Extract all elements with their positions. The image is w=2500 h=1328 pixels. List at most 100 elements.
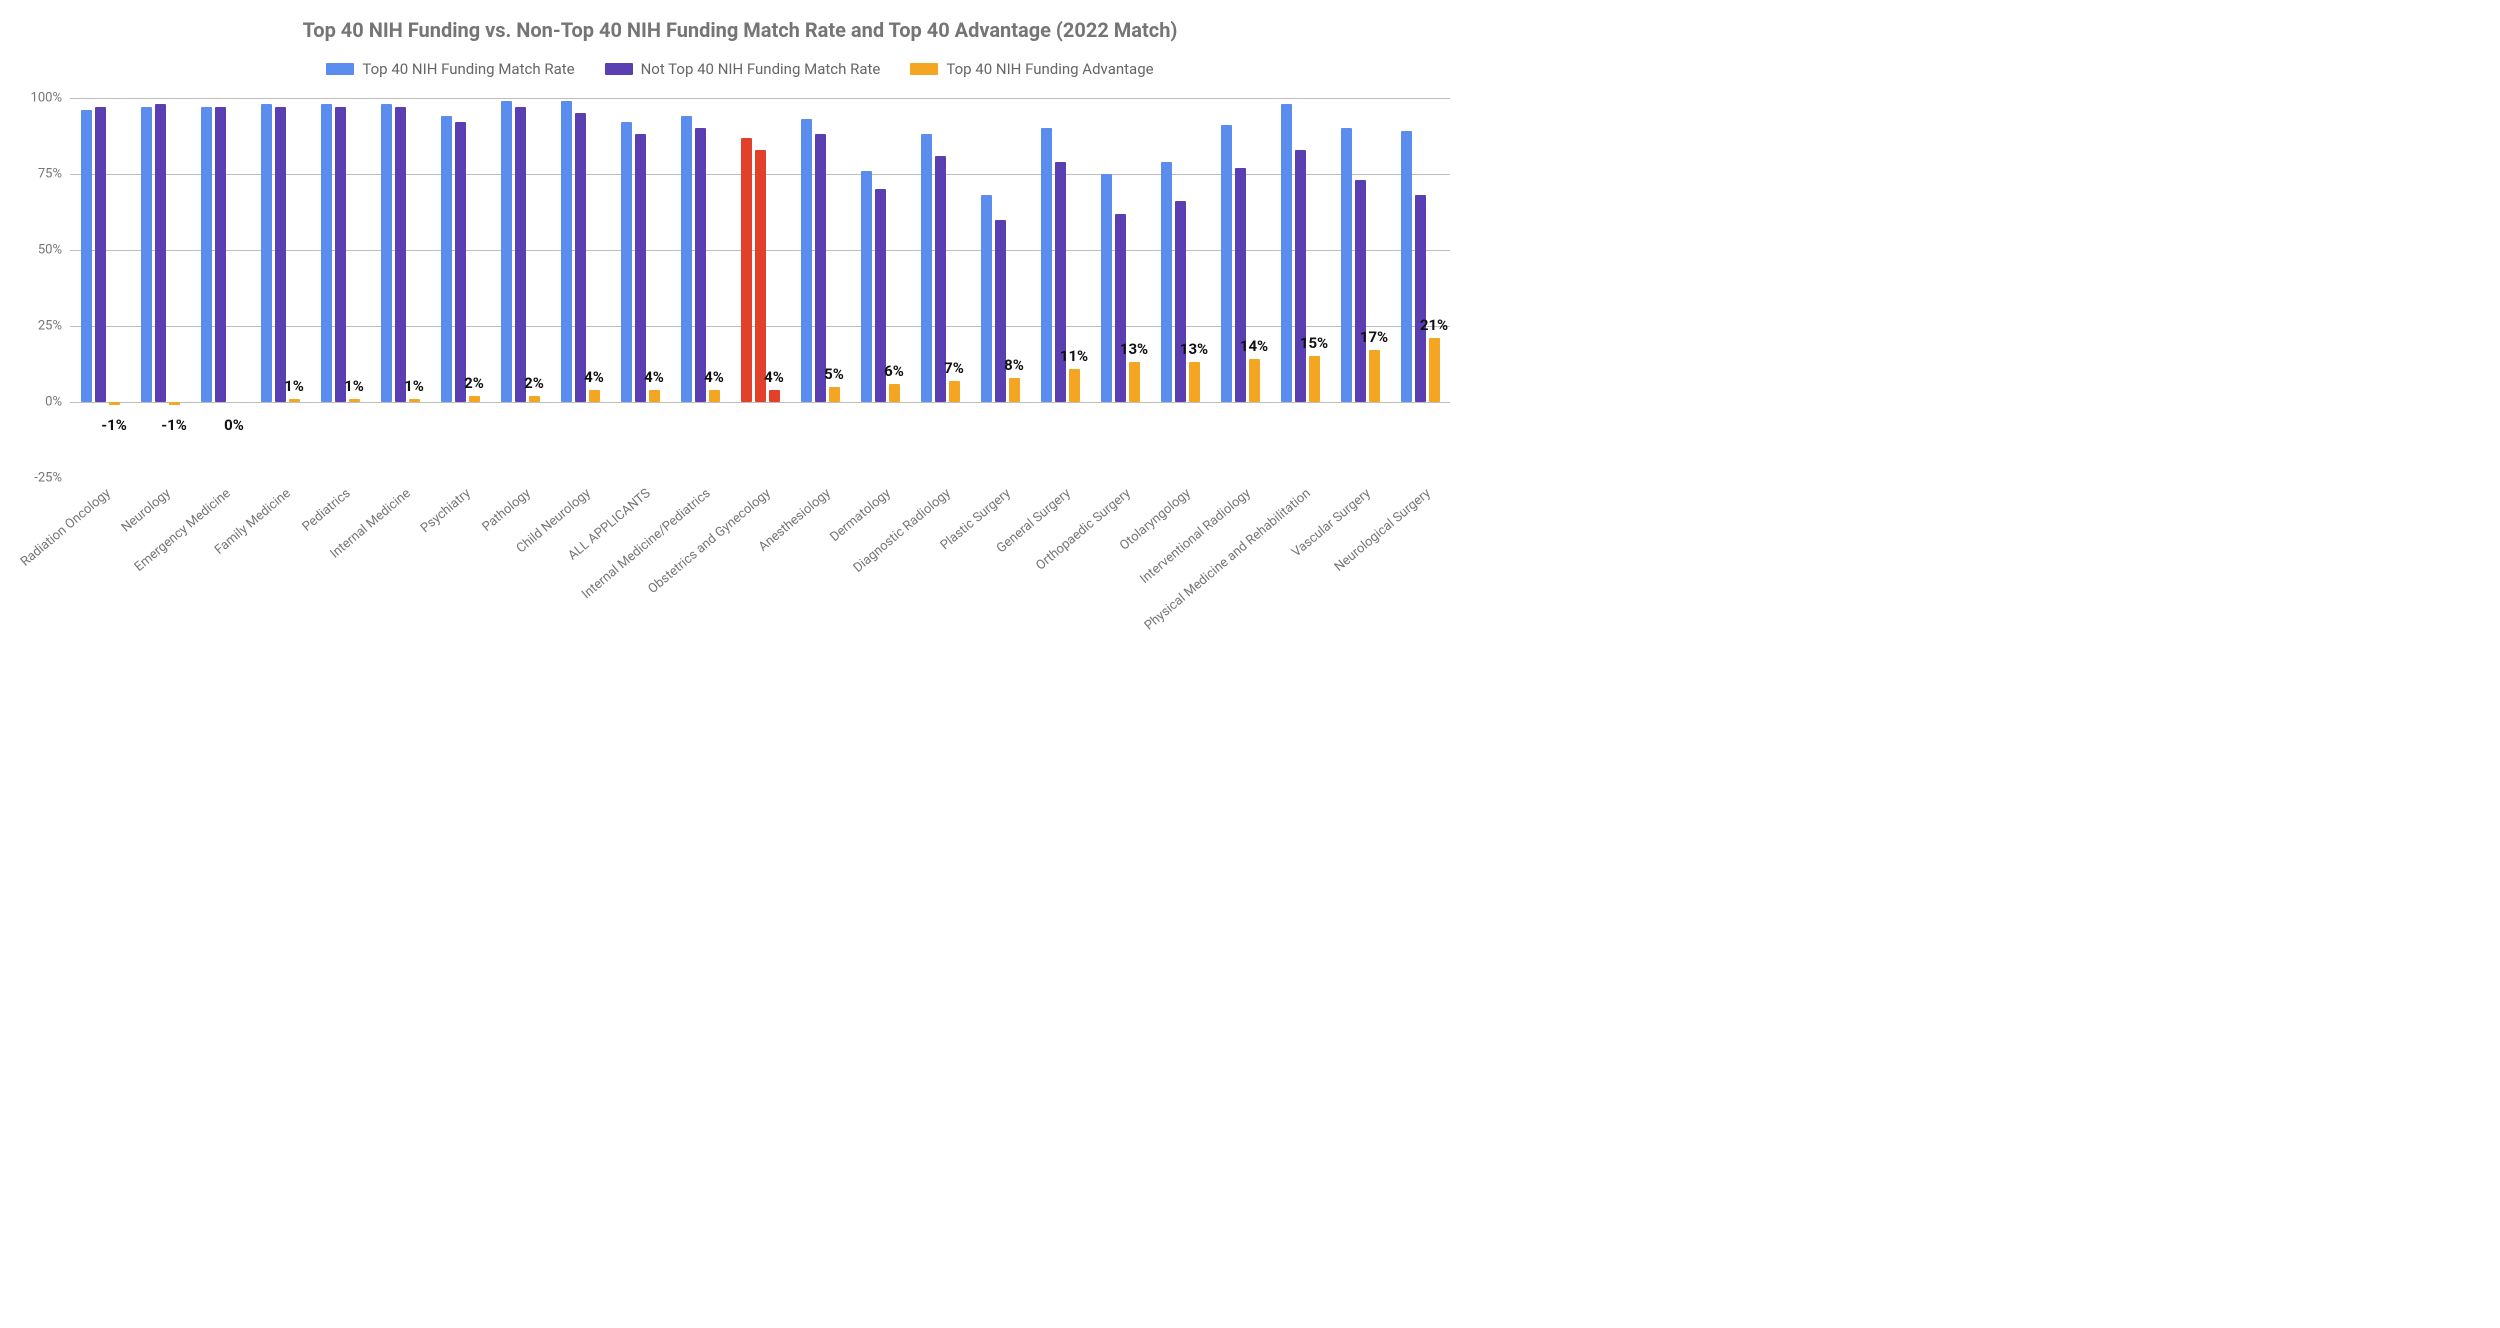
bar-advantage (109, 402, 120, 405)
advantage-label: 1% (284, 377, 304, 395)
advantage-label: 14% (1240, 337, 1268, 355)
bar-not40 (215, 107, 226, 402)
advantage-label: 17% (1360, 328, 1388, 346)
advantage-label: 6% (884, 362, 904, 380)
bar-not40 (575, 113, 586, 402)
bar-not40 (815, 134, 826, 402)
bar-top40 (681, 116, 692, 402)
advantage-label: -1% (101, 416, 127, 434)
bar-top40 (981, 195, 992, 402)
category-group: 6% (850, 98, 910, 478)
bar-advantage (349, 399, 360, 402)
bar-top40 (261, 104, 272, 402)
bar-top40 (561, 101, 572, 402)
legend: Top 40 NIH Funding Match Rate Not Top 40… (20, 60, 1460, 78)
legend-swatch (910, 63, 938, 75)
advantage-label: 4% (644, 368, 664, 386)
bar-not40 (1415, 195, 1426, 402)
bar-advantage (1309, 356, 1320, 402)
bar-top40 (321, 104, 332, 402)
bar-top40 (381, 104, 392, 402)
category-group: 7% (910, 98, 970, 478)
bar-top40 (81, 110, 92, 402)
bar-advantage (1069, 369, 1080, 402)
legend-label: Top 40 NIH Funding Match Rate (362, 60, 574, 78)
bar-top40 (741, 138, 752, 402)
category-group: -1% (130, 98, 190, 478)
bar-not40 (1295, 150, 1306, 402)
advantage-label: 11% (1060, 347, 1088, 365)
category-group: 2% (430, 98, 490, 478)
bar-not40 (95, 107, 106, 402)
bar-not40 (395, 107, 406, 402)
category-group: 21% (1390, 98, 1450, 478)
category-group: 1% (310, 98, 370, 478)
bar-not40 (1115, 214, 1126, 402)
legend-swatch (605, 63, 633, 75)
bar-advantage (1369, 350, 1380, 402)
bar-not40 (275, 107, 286, 402)
category-group: 0% (190, 98, 250, 478)
bar-top40 (1221, 125, 1232, 402)
advantage-label: 5% (824, 365, 844, 383)
bar-advantage (829, 387, 840, 402)
category-group: 14% (1210, 98, 1270, 478)
plot-area: -25%0%25%50%75%100%-1%-1%0%1%1%1%2%2%4%4… (70, 98, 1450, 478)
bar-advantage (1009, 378, 1020, 402)
bar-not40 (635, 134, 646, 402)
bar-advantage (1129, 362, 1140, 402)
bar-top40 (1101, 174, 1112, 402)
bar-advantage (889, 384, 900, 402)
bar-not40 (335, 107, 346, 402)
advantage-label: -1% (161, 416, 187, 434)
category-group: 4% (550, 98, 610, 478)
bar-not40 (695, 128, 706, 402)
advantage-label: 7% (944, 359, 964, 377)
category-group: 4% (610, 98, 670, 478)
legend-item-not40: Not Top 40 NIH Funding Match Rate (605, 60, 881, 78)
bar-advantage (709, 390, 720, 402)
category-group: 15% (1270, 98, 1330, 478)
y-tick-label: 100% (20, 91, 62, 106)
category-group: 1% (370, 98, 430, 478)
bar-top40 (1281, 104, 1292, 402)
bar-not40 (755, 150, 766, 402)
advantage-label: 0% (224, 416, 244, 434)
x-tick-label: Obstetrics and Gynecology (645, 486, 773, 597)
bar-not40 (1235, 168, 1246, 402)
advantage-label: 15% (1300, 334, 1328, 352)
bar-not40 (1175, 201, 1186, 402)
category-group: -1% (70, 98, 130, 478)
bar-advantage (1429, 338, 1440, 402)
legend-item-advantage: Top 40 NIH Funding Advantage (910, 60, 1153, 78)
bar-top40 (201, 107, 212, 402)
bar-advantage (409, 399, 420, 402)
bar-top40 (621, 122, 632, 402)
bar-top40 (921, 134, 932, 402)
bar-not40 (455, 122, 466, 402)
bar-top40 (501, 101, 512, 402)
bar-advantage (169, 402, 180, 405)
bar-advantage (949, 381, 960, 402)
bar-top40 (1401, 131, 1412, 402)
chart-title: Top 40 NIH Funding vs. Non-Top 40 NIH Fu… (20, 18, 1460, 42)
y-tick-label: 50% (20, 243, 62, 258)
category-group: 17% (1330, 98, 1390, 478)
y-tick-label: -25% (20, 471, 62, 486)
advantage-label: 13% (1120, 340, 1148, 358)
chart-container: Top 40 NIH Funding vs. Non-Top 40 NIH Fu… (0, 0, 1480, 758)
advantage-label: 2% (464, 374, 484, 392)
bars-layer: -1%-1%0%1%1%1%2%2%4%4%4%4%5%6%7%8%11%13%… (70, 98, 1450, 478)
bar-advantage (1249, 359, 1260, 402)
y-tick-label: 75% (20, 167, 62, 182)
bar-top40 (441, 116, 452, 402)
category-group: 8% (970, 98, 1030, 478)
category-group: 5% (790, 98, 850, 478)
bar-top40 (1161, 162, 1172, 402)
legend-label: Top 40 NIH Funding Advantage (946, 60, 1153, 78)
bar-top40 (1041, 128, 1052, 402)
bar-not40 (155, 104, 166, 402)
x-tick-label: Neurology (119, 486, 174, 535)
legend-swatch (326, 63, 354, 75)
category-group: 2% (490, 98, 550, 478)
